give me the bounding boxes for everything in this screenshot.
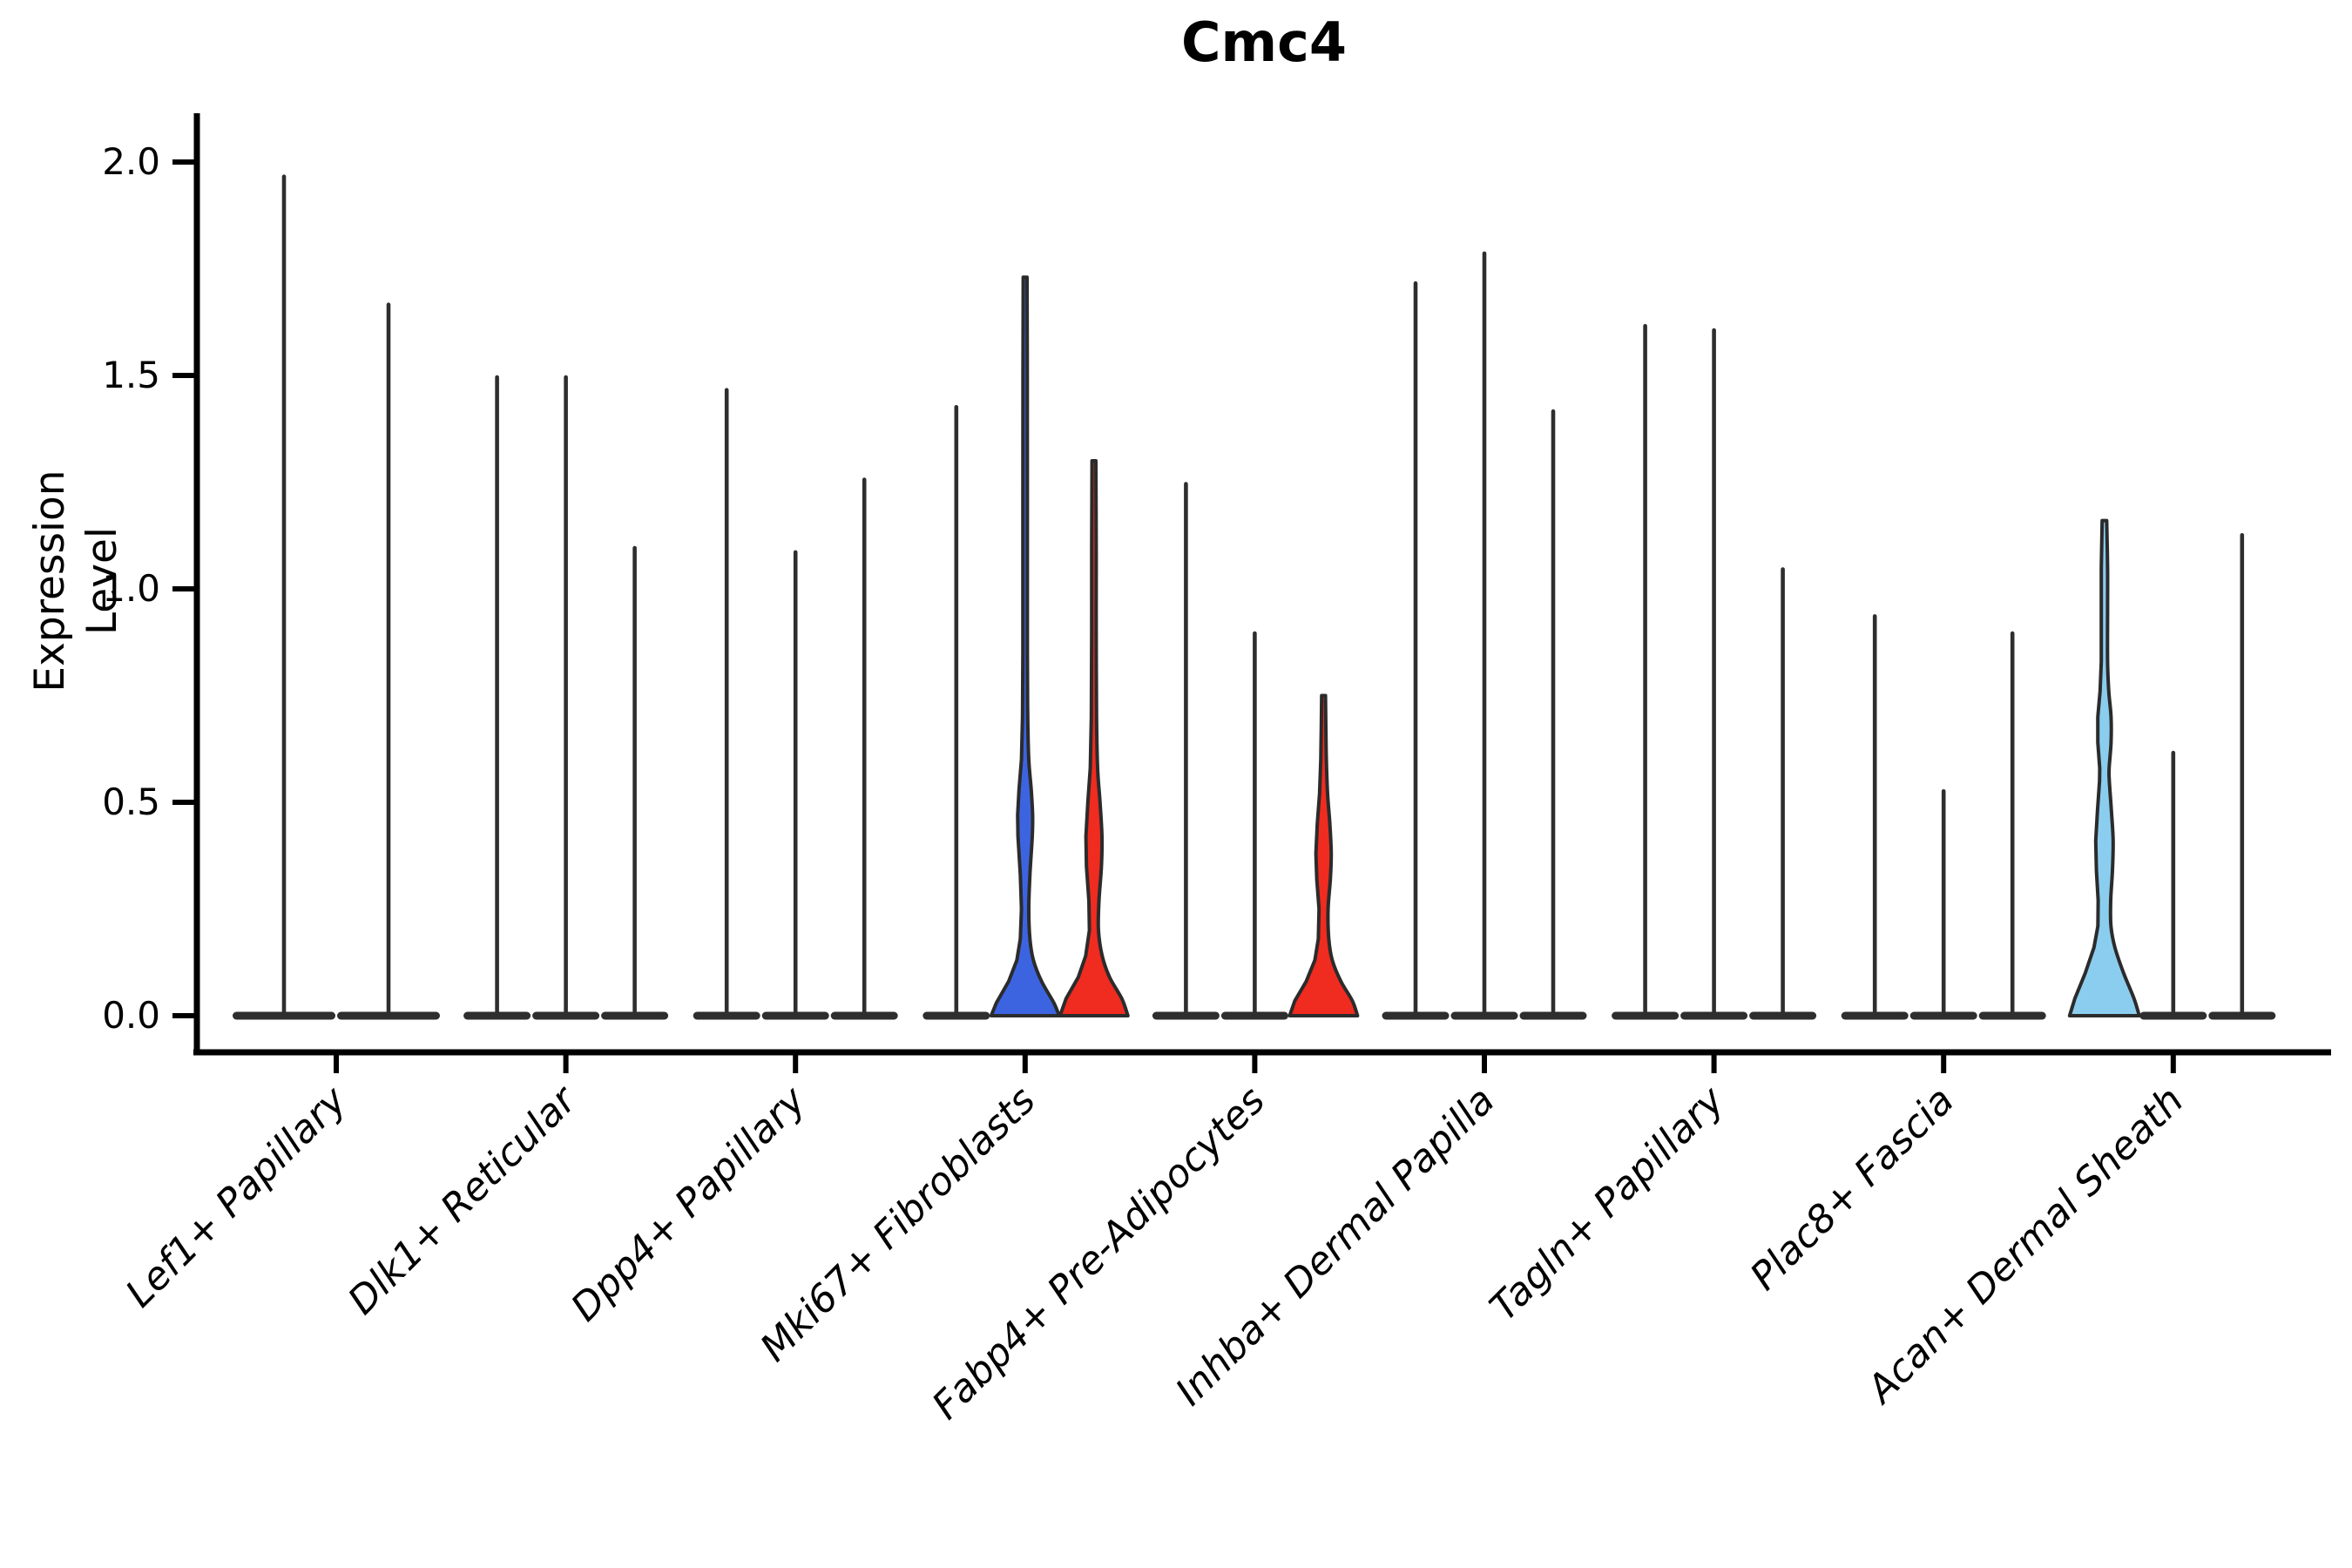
violin-acan-1 <box>2067 518 2141 1017</box>
y-tick-label: 0.0 <box>102 994 160 1037</box>
violin-mki67-2 <box>989 275 1061 1017</box>
x-tick-label: Tagln+ Papillary <box>1482 1078 1734 1329</box>
x-tick-label: Dlk1+ Reticular <box>340 1077 586 1323</box>
x-tick-label: Plac8+ Fascia <box>1742 1078 1963 1299</box>
y-tick-label: 1.0 <box>102 567 160 610</box>
violin-fabp4-3 <box>1288 693 1360 1017</box>
x-tick-label: Lef1+ Papillary <box>118 1078 356 1316</box>
plot-title: Cmc4 <box>1181 10 1347 74</box>
y-tick-label: 0.5 <box>102 781 160 823</box>
y-tick-label: 2.0 <box>102 140 160 183</box>
x-tick-label: Dpp4+ Papillary <box>563 1078 815 1330</box>
violin-mki67-3 <box>1058 459 1130 1017</box>
y-tick-label: 1.5 <box>102 354 160 396</box>
